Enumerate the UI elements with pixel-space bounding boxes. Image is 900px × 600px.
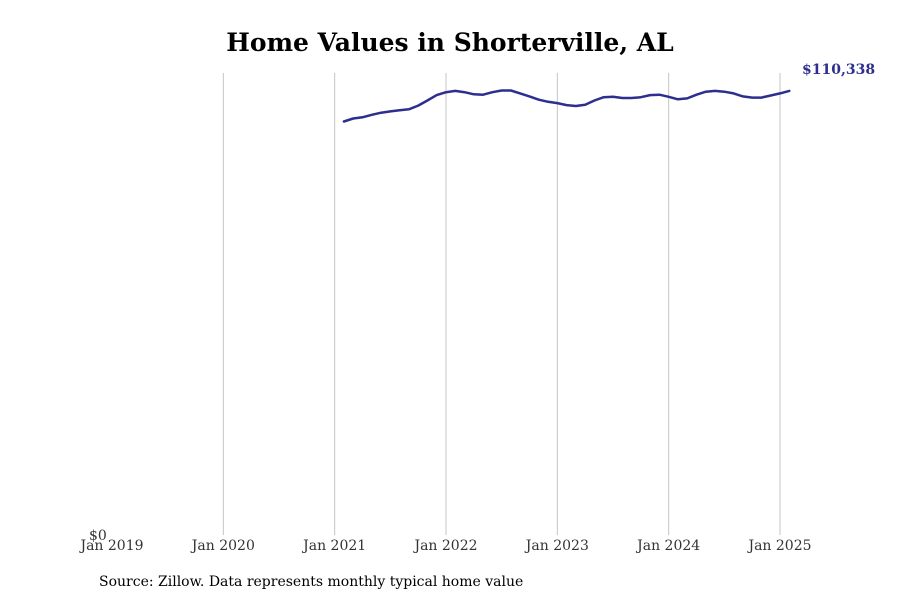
x-tick-label: Jan 2023 — [524, 538, 589, 554]
x-tick-label: Jan 2021 — [301, 538, 366, 554]
x-tick-label: Jan 2020 — [190, 538, 255, 554]
series-line — [342, 89, 791, 123]
x-tick-label: Jan 2022 — [412, 538, 477, 554]
x-axis: Jan 2019 Jan 2020 Jan 2021 Jan 2022 Jan 2023… — [78, 538, 811, 554]
x-tick-label: Jan 2019 — [78, 538, 143, 554]
y-tick-label: $0 — [89, 528, 107, 544]
source-note: Source: Zillow. Data represents monthly … — [99, 574, 524, 590]
end-value-label: $110,338 — [802, 62, 875, 78]
gridlines — [222, 73, 781, 535]
x-tick-label: Jan 2025 — [746, 538, 811, 554]
chart-title: Home Values in Shorterville, AL — [226, 28, 674, 57]
x-tick-label: Jan 2024 — [635, 538, 700, 554]
